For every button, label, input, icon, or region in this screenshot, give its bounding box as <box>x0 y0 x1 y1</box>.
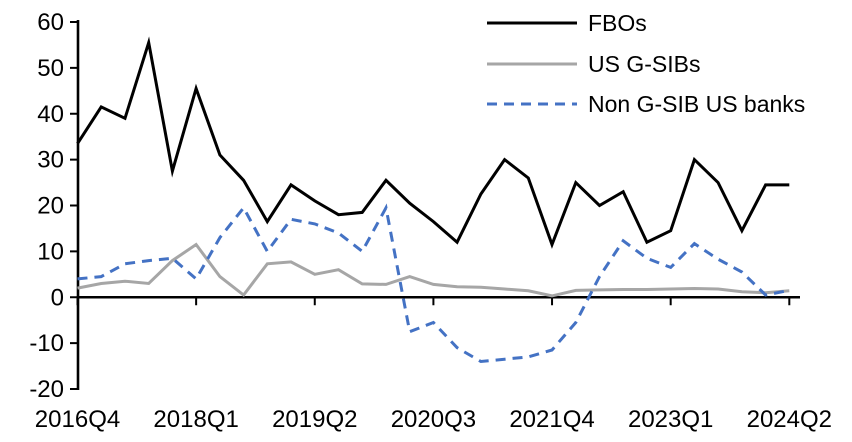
y-axis-label: -20 <box>29 376 64 403</box>
legend-label-us-g-sibs: US G-SIBs <box>588 51 700 77</box>
legend-group: FBOs US G-SIBs Non G-SIB US banks <box>487 10 805 117</box>
y-axis-label: 40 <box>37 101 64 128</box>
x-axis-label: 2019Q2 <box>272 406 357 433</box>
series-line-us-g-sibs <box>77 242 790 298</box>
series-line-non-g-sib-us-banks <box>77 203 790 364</box>
axes-group: 60 50 40 30 20 10 0 -10 -20 2016Q4 2018Q1 2019Q2 202… <box>29 9 832 433</box>
series-line-fbos <box>76 36 790 249</box>
y-axis-label: 20 <box>37 193 64 220</box>
x-axis-label: 2016Q4 <box>35 406 120 433</box>
series-group <box>76 36 790 364</box>
x-axis-label: 2023Q1 <box>628 406 713 433</box>
y-axis-label: 0 <box>51 284 64 311</box>
y-axis-label: 60 <box>37 9 64 36</box>
x-axis-label: 2018Q1 <box>153 406 238 433</box>
x-axis-label: 2024Q2 <box>747 406 832 433</box>
legend-label-non-g-sib-us-banks: Non G-SIB US banks <box>588 91 805 117</box>
y-axis-label: -10 <box>29 330 64 357</box>
x-axis-label: 2020Q3 <box>391 406 476 433</box>
x-axis-label: 2021Q4 <box>509 406 594 433</box>
y-axis-label: 10 <box>37 238 64 265</box>
y-axis-label: 50 <box>37 55 64 82</box>
y-axis-label: 30 <box>37 147 64 174</box>
legend-label-fbos: FBOs <box>588 10 647 36</box>
